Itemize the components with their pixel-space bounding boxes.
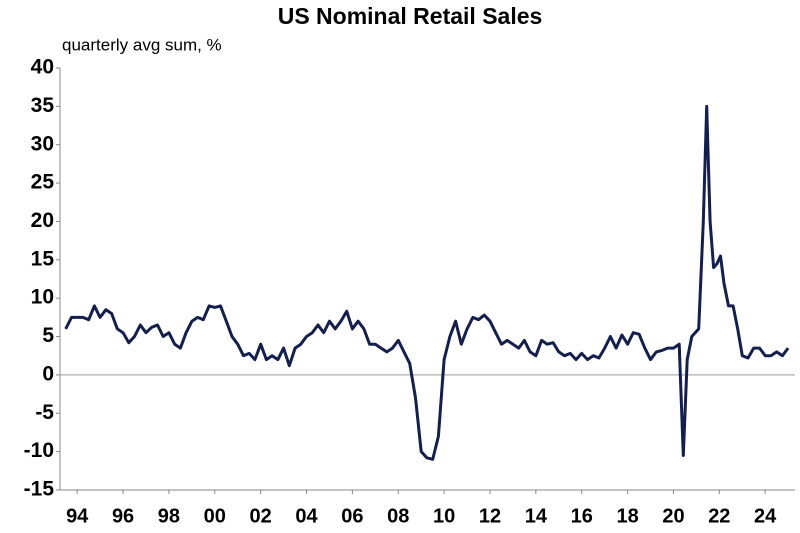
x-tick-label: 20	[662, 505, 684, 527]
x-tick-label: 22	[708, 505, 730, 527]
data-line	[64, 104, 790, 461]
y-tick-label: 20	[31, 209, 54, 232]
y-tick-label: 10	[31, 286, 54, 309]
y-tick-label: -15	[24, 478, 55, 501]
y-tick-label: -5	[35, 401, 54, 424]
x-tick-label: 96	[112, 505, 134, 527]
x-tick-label: 14	[525, 505, 548, 527]
chart-title: US Nominal Retail Sales	[278, 3, 543, 29]
y-tick-label: 0	[42, 362, 54, 385]
x-tick-label: 24	[754, 505, 777, 527]
x-tick-label: 02	[250, 505, 272, 527]
y-tick-label: 25	[31, 171, 55, 194]
x-tick-label: 98	[158, 505, 180, 527]
x-tick-label: 04	[295, 505, 318, 527]
x-tick-label: 06	[341, 505, 363, 527]
y-tick-label: 30	[31, 132, 54, 155]
x-tick-label: 08	[387, 505, 409, 527]
y-tick-label: 5	[42, 324, 54, 347]
x-tick-label: 94	[66, 505, 89, 527]
x-tick-label: 12	[479, 505, 501, 527]
y-tick-label: 35	[31, 94, 55, 117]
x-tick-label: 10	[433, 505, 455, 527]
y-tick-label: -10	[24, 439, 54, 462]
x-tick-label: 18	[616, 505, 638, 527]
y-tick-label: 40	[31, 56, 54, 79]
y-tick-label: 15	[31, 247, 55, 270]
x-tick-label: 00	[204, 505, 226, 527]
chart-subtitle: quarterly avg sum, %	[62, 35, 222, 54]
x-tick-label: 16	[571, 505, 593, 527]
